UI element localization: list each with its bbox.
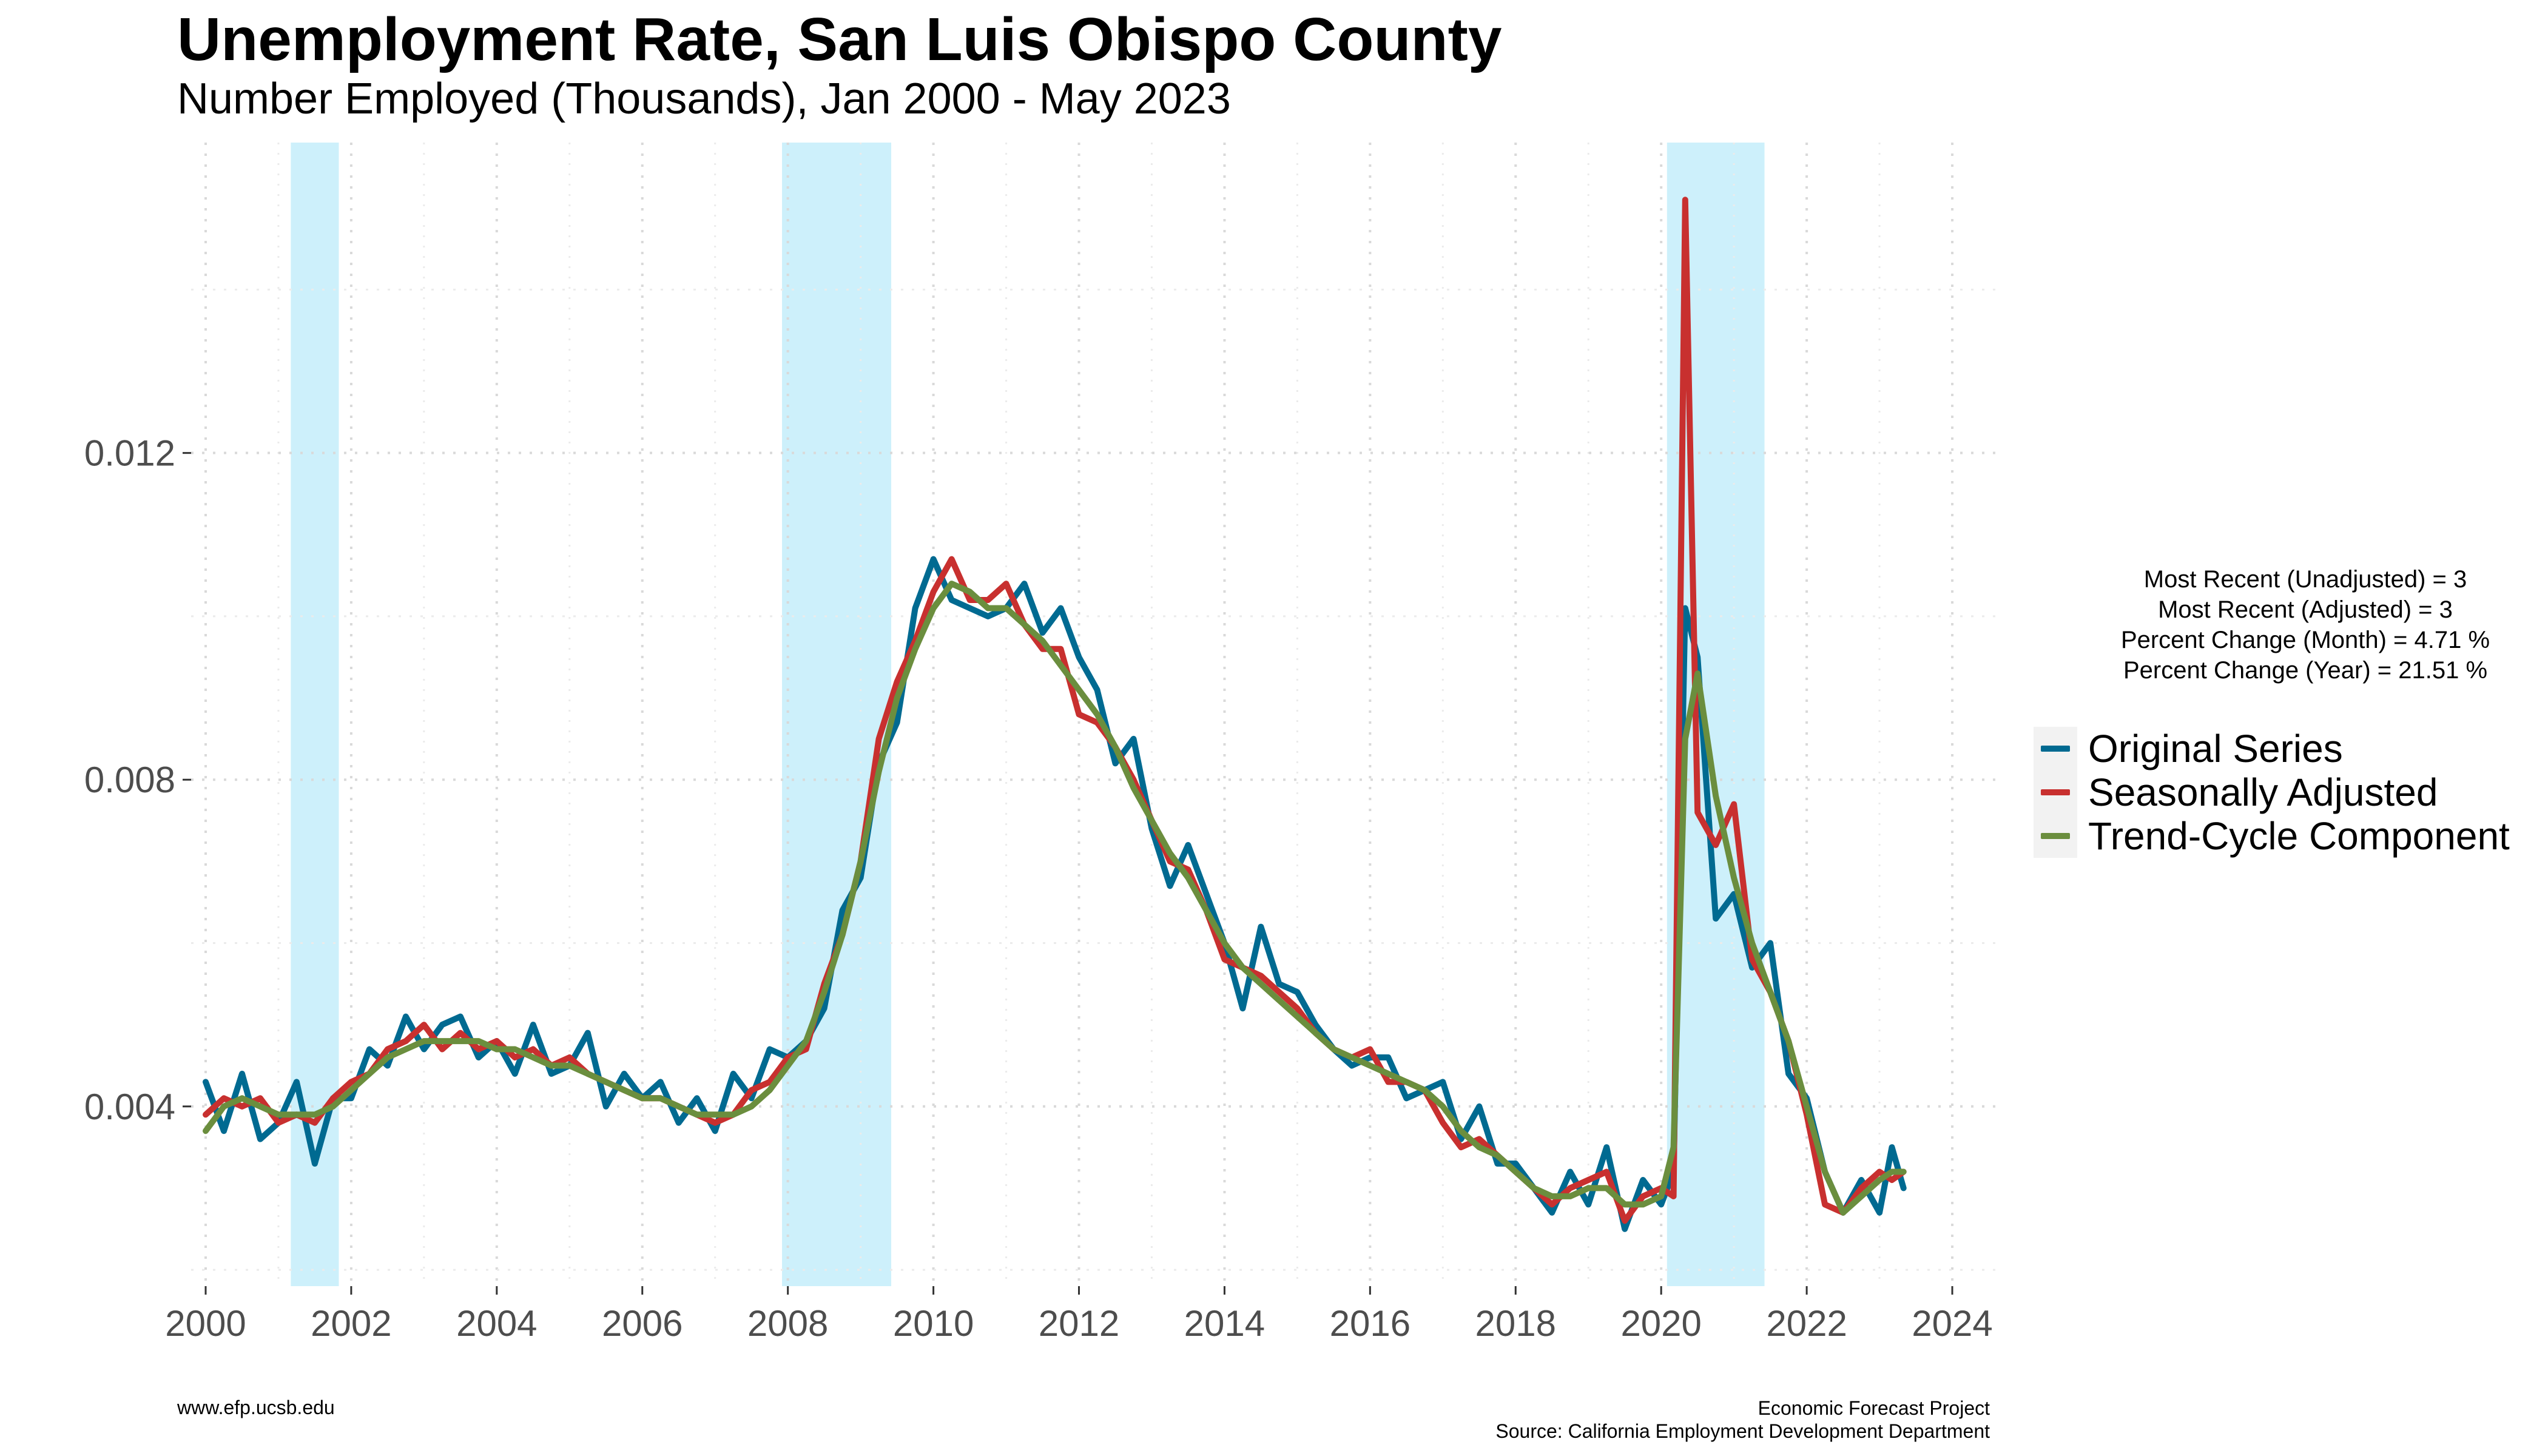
legend-label-adjusted: Seasonally Adjusted [2088,770,2438,814]
footer-source: Economic Forecast Project Source: Califo… [1495,1397,1990,1443]
legend: Original Series Seasonally Adjusted Tren… [2034,727,2510,858]
series-adjusted-line [203,197,1907,1224]
legend-key-original [2034,727,2077,770]
x-tick-label-2002: 2002 [311,1303,391,1344]
legend-label-original: Original Series [2088,727,2343,770]
footer-source-line: Source: California Employment Developmen… [1495,1420,1990,1442]
chart-subtitle: Number Employed (Thousands), Jan 2000 - … [177,75,1231,123]
legend-item-original: Original Series [2034,727,2510,770]
footer-website: www.efp.ucsb.edu [177,1397,335,1418]
recession-bands [291,143,1765,1286]
x-tick-label-2004: 2004 [456,1303,537,1344]
legend-item-trend: Trend-Cycle Component [2034,814,2510,858]
x-tick-label-2018: 2018 [1475,1303,1556,1344]
footer-project: Economic Forecast Project [1758,1397,1990,1419]
stat-adjusted: Most Recent (Adjusted) = 3 [2158,596,2453,623]
x-tick-label-2024: 2024 [1912,1303,1992,1344]
stats-box: Most Recent (Unadjusted) = 3 Most Recent… [2002,564,2548,686]
y-tick-label-2: 0.012 [84,433,175,474]
x-tick-label-2006: 2006 [602,1303,682,1344]
axes: 2000 2002 2004 2006 2008 2010 2012 2014 2016 2018… [84,433,1993,1344]
stat-year-change: Percent Change (Year) = 21.51 % [2123,657,2488,684]
x-tick-label-2000: 2000 [165,1303,246,1344]
x-tick-label-2020: 2020 [1620,1303,1701,1344]
x-tick-label-2012: 2012 [1039,1303,1119,1344]
y-tick-label-0: 0.004 [84,1087,175,1127]
x-tick-label-2022: 2022 [1766,1303,1847,1344]
stat-unadjusted: Most Recent (Unadjusted) = 3 [2143,566,2467,593]
stat-month-change: Percent Change (Month) = 4.71 % [2120,627,2490,653]
x-tick-label-2010: 2010 [893,1303,974,1344]
series-lines [203,197,1907,1232]
series-trend-line [203,581,1907,1216]
y-tick-label-1: 0.008 [84,760,175,800]
chart-title: Unemployment Rate, San Luis Obispo Count… [177,5,1502,73]
legend-key-trend [2034,814,2077,858]
legend-key-adjusted [2034,770,2077,814]
x-tick-label-2016: 2016 [1330,1303,1410,1344]
recession-band-1 [782,143,892,1286]
x-tick-label-2008: 2008 [747,1303,828,1344]
legend-item-adjusted: Seasonally Adjusted [2034,770,2510,814]
legend-label-trend: Trend-Cycle Component [2088,814,2510,858]
x-tick-label-2014: 2014 [1184,1303,1265,1344]
